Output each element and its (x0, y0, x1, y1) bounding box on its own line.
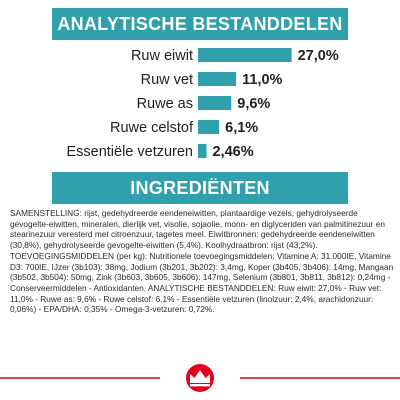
value-label: 9,6% (237, 96, 270, 112)
bar (198, 144, 207, 158)
category-label: Ruwe celstof (110, 120, 194, 136)
category-label: Ruw eiwit (131, 48, 193, 64)
analysis-title-banner: ANALYTISCHE BESTANDDELEN (52, 8, 348, 40)
category-label: Essentiële vetzuren (66, 144, 193, 160)
royal-canin-crown-logo (186, 364, 214, 392)
bar (198, 72, 237, 86)
value-label: 2,46% (213, 144, 254, 160)
ingredients-title-banner: INGREDIËNTEN (52, 172, 348, 204)
analysis-bar-chart: Ruw eiwit 27,0% Ruw vet 11,0% Ruwe as 9,6% Ruw… (66, 48, 339, 160)
value-label: 27,0% (298, 48, 339, 64)
bar (198, 48, 292, 62)
category-label: Ruw vet (141, 72, 193, 88)
value-label: 6,1% (225, 120, 258, 136)
bar (198, 120, 220, 134)
category-label: Ruwe as (137, 96, 193, 112)
bar (198, 96, 232, 110)
footer (0, 364, 400, 392)
value-label: 11,0% (242, 72, 282, 88)
ingredients-text: SAMENSTELLING: rijst, gedehydreerde eend… (10, 208, 394, 315)
